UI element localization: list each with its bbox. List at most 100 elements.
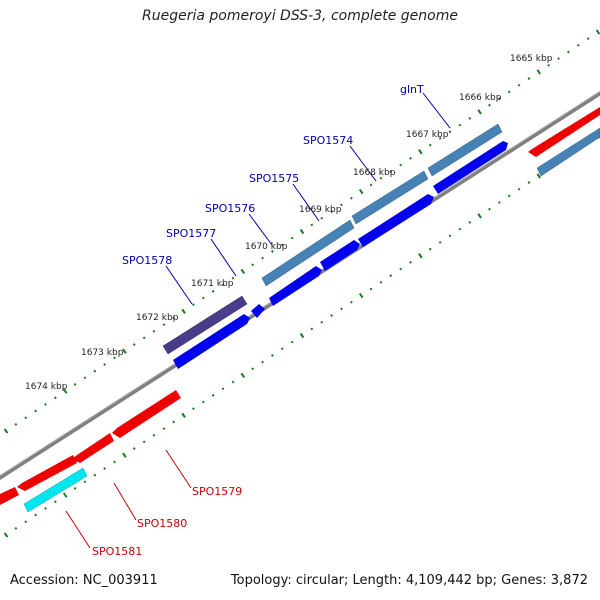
genome-stats-text: Topology: circular; Length: 4,109,442 bp… [230, 573, 588, 588]
scale-tick-minor [221, 387, 225, 391]
cds-arrow-spo1580a[interactable] [72, 433, 114, 463]
scale-tick-minor [379, 176, 383, 180]
scale-label: 1672 kbp [136, 313, 179, 323]
gene-feature-spo1581[interactable] [23, 467, 88, 513]
cds-arrow-reverse-right[interactable] [528, 107, 600, 157]
scale-tick-minor [211, 393, 215, 397]
scale-tick-minor [14, 526, 18, 530]
gene-label-glnt: glnT [400, 83, 424, 96]
gene-feature-spo1578[interactable] [162, 295, 248, 355]
cds-arrow-spo1580b[interactable] [17, 455, 77, 491]
gene-feature-spo1575[interactable] [261, 219, 355, 287]
scale-tick-minor [320, 320, 324, 324]
cds-arrow-spo1575[interactable] [320, 240, 360, 271]
scale-tick-major [595, 29, 600, 35]
cds-arrow-spo1577[interactable] [251, 304, 265, 318]
scale-tick-minor [310, 327, 314, 331]
scale-tick-major [240, 268, 246, 275]
scale-tick-minor [320, 216, 324, 220]
scale-tick-minor [261, 256, 264, 260]
scale-tick-minor [152, 329, 156, 333]
scale-tick-minor [93, 369, 97, 373]
scale-tick-minor [201, 296, 205, 300]
scale-tick-major [418, 149, 423, 155]
scale-tick-minor [438, 137, 442, 140]
scale-tick-major [418, 253, 423, 259]
scale-tick-minor [458, 227, 462, 231]
cds-arrow-spo1578[interactable] [173, 314, 250, 369]
scale-tick-minor [448, 130, 452, 134]
scale-tick-minor [497, 201, 501, 204]
scale-tick-minor [113, 460, 116, 464]
scale-label: 1673 kbp [81, 348, 124, 358]
scale-tick-minor [53, 396, 57, 400]
scale-tick-major [122, 348, 127, 354]
gene-feature-far-right[interactable] [536, 127, 600, 177]
scale-tick-minor [162, 323, 166, 326]
gene-feature-spo1574[interactable] [351, 170, 429, 225]
scale-tick-minor [389, 170, 393, 174]
scale-label: 1674 kbp [25, 382, 68, 392]
scale-tick-minor [566, 50, 570, 54]
scale-tick-minor [468, 117, 472, 120]
gene-label-spo1576: SPO1576 [205, 202, 255, 215]
label-leaders [65, 92, 451, 549]
scale-tick-minor [44, 507, 47, 510]
scale-tick-minor [330, 314, 334, 317]
scale-tick-minor [14, 422, 18, 426]
gene-label-spo1577: SPO1577 [166, 227, 216, 240]
scale-label: 1671 kbp [191, 279, 234, 289]
scale-tick-minor [468, 221, 472, 224]
scale-tick-minor [280, 243, 284, 247]
scale-tick-minor [389, 274, 393, 278]
gene-label-spo1581: SPO1581 [92, 545, 142, 558]
scale-tick-major [358, 188, 364, 195]
cds-arrow-spo1574[interactable] [358, 194, 434, 247]
gene-label-spo1580: SPO1580 [137, 517, 187, 530]
scale-tick-minor [44, 403, 47, 406]
scale-tick-minor [231, 380, 235, 384]
scale-ticks-outer [3, 29, 600, 434]
accession-text: Accession: NC_003911 [10, 573, 158, 588]
scale-tick-minor [231, 276, 235, 280]
cds-arrow-spo1576[interactable] [269, 266, 322, 306]
scale-tick-minor [507, 90, 511, 94]
scale-tick-minor [527, 77, 531, 80]
scale-tick-minor [132, 343, 136, 346]
cds-arrow-spo1581[interactable] [0, 487, 19, 505]
scale-tick-minor [270, 354, 274, 357]
scale-tick-minor [379, 280, 383, 284]
scale-label: 1669 kbp [299, 205, 342, 215]
scale-tick-major [240, 372, 246, 379]
gene-label-spo1579: SPO1579 [192, 485, 242, 498]
gene-label-spo1575: SPO1575 [249, 172, 299, 185]
scale-tick-minor [103, 467, 107, 470]
scale-tick-minor [24, 416, 28, 420]
scale-tick-minor [34, 409, 38, 413]
scale-tick-major [3, 428, 9, 434]
scale-tick-minor [497, 97, 501, 100]
scale-tick-major [62, 388, 68, 394]
scale-tick-major [181, 412, 186, 418]
cds-arrow-glnt[interactable] [433, 141, 508, 194]
gene-feature-glnt[interactable] [427, 123, 503, 177]
scale-label: 1670 kbp [245, 242, 288, 252]
scale-tick-minor [448, 234, 452, 238]
scale-tick-major [3, 532, 9, 538]
scale-tick-minor [517, 187, 521, 191]
scale-tick-minor [428, 247, 432, 251]
cds-arrow-spo1579[interactable] [112, 390, 181, 438]
scale-tick-minor [557, 57, 560, 60]
scale-tick-minor [53, 500, 57, 504]
scale-tick-minor [399, 163, 403, 167]
scale-tick-minor [24, 520, 28, 524]
scale-tick-minor [340, 307, 343, 311]
scale-tick-minor [192, 407, 195, 411]
scale-label: 1667 kbp [406, 130, 449, 140]
scale-tick-minor [83, 376, 87, 380]
scale-tick-minor [488, 103, 491, 107]
scale-tick-minor [280, 347, 284, 351]
scale-tick-major [62, 492, 68, 498]
scale-tick-minor [201, 400, 205, 404]
